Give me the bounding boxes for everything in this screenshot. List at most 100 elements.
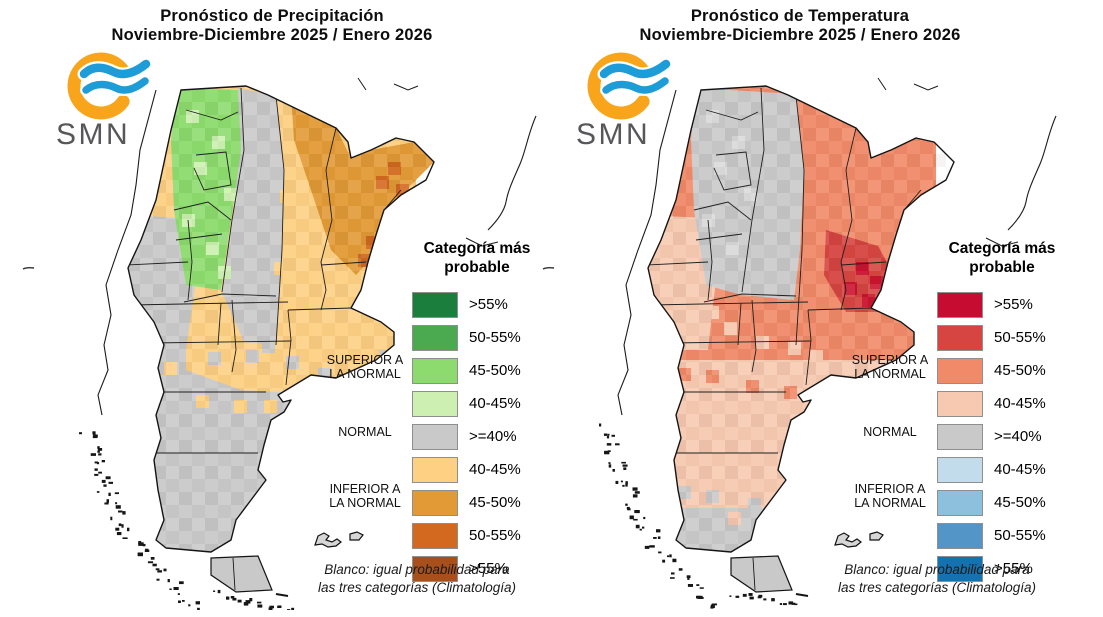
legend-item: 45-50% <box>412 489 521 516</box>
title-line2: Noviembre-Diciembre 2025 / Enero 2026 <box>639 26 961 44</box>
legend-swatch <box>937 357 983 384</box>
legend-swatch <box>412 522 458 549</box>
legend-swatch <box>412 324 458 351</box>
legend-swatch <box>412 291 458 318</box>
legend-item: 40-45% <box>937 390 1046 417</box>
legend-swatch <box>412 423 458 450</box>
legend-swatch <box>412 489 458 516</box>
legend-label: 45-50% <box>994 494 1046 511</box>
legend-swatch <box>412 357 458 384</box>
isla-de-los-estados <box>275 593 289 597</box>
legend-group-inferior: INFERIOR A LA NORMAL <box>329 482 401 510</box>
smn-logo: SMN <box>568 52 698 162</box>
argentina-outline <box>647 85 955 553</box>
title-line1: Pronóstico de Precipitación <box>160 7 384 25</box>
legend-swatch <box>937 456 983 483</box>
map-edge-tick <box>542 258 556 270</box>
legend-swatch <box>412 456 458 483</box>
legend-label: >55% <box>994 560 1033 577</box>
legend-item: 45-50% <box>937 489 1046 516</box>
legend-item: >55% <box>412 555 508 582</box>
legend-item: >55% <box>412 291 508 318</box>
legend-group-inferior: INFERIOR A LA NORMAL <box>854 482 926 510</box>
page-title: Pronóstico de Precipitación Noviembre-Di… <box>42 7 502 45</box>
legend-header: Categoría más probable <box>948 240 1056 276</box>
smn-logo-text: SMN <box>576 118 651 151</box>
legend-swatch <box>412 390 458 417</box>
legend-label: 50-55% <box>469 527 521 544</box>
legend-item: >55% <box>937 555 1033 582</box>
tierra-del-fuego <box>210 555 273 593</box>
smn-logo-icon <box>587 52 673 120</box>
legend-header: Categoría más probable <box>423 240 531 276</box>
legend-temperatura: Categoría más probable SUPERIOR A LA NOR… <box>845 237 1063 582</box>
legend-precipitacion: Categoría más probable SUPERIOR A LA NOR… <box>320 237 538 582</box>
legend-item: 40-45% <box>412 390 521 417</box>
page-title: Pronóstico de Temperatura Noviembre-Dici… <box>570 7 1030 45</box>
legend-swatch <box>937 555 983 582</box>
legend-label: 40-45% <box>994 395 1046 412</box>
legend-swatch <box>937 291 983 318</box>
legend-item: 50-55% <box>412 522 521 549</box>
legend-swatch <box>937 423 983 450</box>
brazil-coastline <box>487 115 537 231</box>
map-argentina-temperatura <box>556 50 1076 617</box>
legend-label: 50-55% <box>994 527 1046 544</box>
legend-swatch <box>937 489 983 516</box>
islas-malvinas <box>314 532 342 548</box>
title-line1: Pronóstico de Temperatura <box>690 7 910 25</box>
legend-label: 40-45% <box>469 461 521 478</box>
legend-item: >=40% <box>412 423 517 450</box>
legend-item: 50-55% <box>937 324 1046 351</box>
legend-label: >55% <box>469 560 508 577</box>
argentina-map-svg <box>79 77 537 617</box>
smn-logo-icon <box>67 52 153 120</box>
isla-de-los-estados <box>795 593 809 597</box>
smn-logo: SMN <box>48 52 178 162</box>
map-argentina-precipitacion <box>36 50 556 617</box>
islas-malvinas <box>869 531 884 541</box>
brazil-coastline <box>1007 115 1057 231</box>
legend-item: 50-55% <box>937 522 1046 549</box>
tierra-del-fuego <box>730 555 793 593</box>
legend-item: 45-50% <box>412 357 521 384</box>
legend-group-normal: NORMAL <box>338 425 392 439</box>
legend-item: 50-55% <box>412 324 521 351</box>
legend-group-superior: SUPERIOR A LA NORMAL <box>851 353 929 381</box>
legend-label: >=40% <box>994 428 1042 445</box>
legend-footnote: Blanco: igual probabilidad para las tres… <box>837 562 1037 595</box>
neighbor-border <box>877 77 1019 247</box>
legend-label: 45-50% <box>469 362 521 379</box>
neighbor-border <box>357 77 499 247</box>
title-line2: Noviembre-Diciembre 2025 / Enero 2026 <box>111 26 433 44</box>
argentina-map-svg <box>599 77 1057 617</box>
legend-item: >=40% <box>937 423 1042 450</box>
legend-swatch <box>412 555 458 582</box>
legend-swatch <box>937 522 983 549</box>
islas-malvinas <box>834 532 862 548</box>
fjord-archipelago <box>599 423 813 617</box>
legend-swatch <box>937 324 983 351</box>
legend-item: 40-45% <box>937 456 1046 483</box>
legend-label: 50-55% <box>469 329 521 346</box>
legend-label: 45-50% <box>994 362 1046 379</box>
chile-coastline <box>617 89 677 416</box>
legend-footnote: Blanco: igual probabilidad para las tres… <box>317 562 517 595</box>
legend-label: 45-50% <box>469 494 521 511</box>
legend-group-normal: NORMAL <box>863 425 917 439</box>
legend-item: >55% <box>937 291 1033 318</box>
legend-item: 45-50% <box>937 357 1046 384</box>
legend-label: 50-55% <box>994 329 1046 346</box>
legend-label: 40-45% <box>994 461 1046 478</box>
chile-coastline <box>97 89 157 416</box>
islas-malvinas <box>349 531 364 541</box>
legend-label: >=40% <box>469 428 517 445</box>
smn-logo-text: SMN <box>56 118 131 151</box>
legend-label: >55% <box>469 296 508 313</box>
legend-label: >55% <box>994 296 1033 313</box>
argentina-outline <box>127 85 435 553</box>
legend-swatch <box>937 390 983 417</box>
legend-group-superior: SUPERIOR A LA NORMAL <box>326 353 404 381</box>
fjord-archipelago <box>79 431 295 617</box>
